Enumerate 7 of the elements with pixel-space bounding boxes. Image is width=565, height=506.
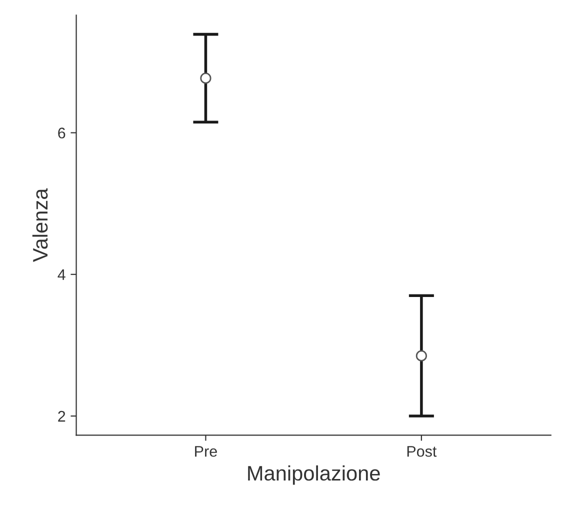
y-tick-label: 2 [58,410,66,422]
y-tick-label: 6 [58,128,66,138]
x-axis-title: Manipolazione [248,465,380,485]
x-tick-label: Pre [195,446,217,457]
y-tick-label: 4 [58,269,66,280]
x-tick-label: Post [407,446,437,457]
y-axis-title: Valenza [32,188,48,262]
